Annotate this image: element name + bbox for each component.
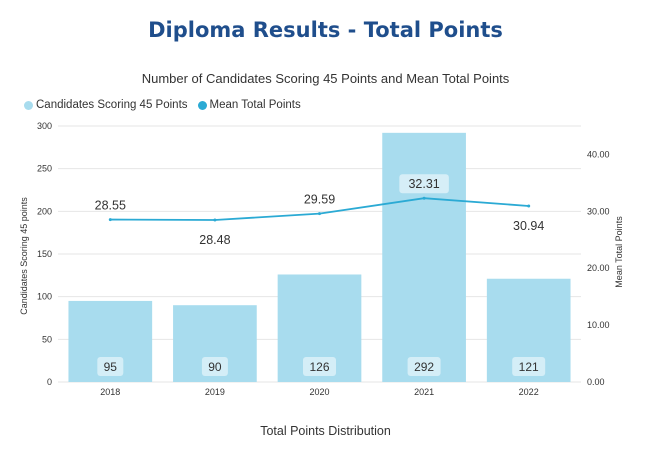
legend-label-mean: Mean Total Points xyxy=(209,99,301,111)
bar-label: 121 xyxy=(519,360,539,374)
y-tick-label: 150 xyxy=(37,249,52,259)
x-tick-label: 2022 xyxy=(519,387,539,397)
x-axis-title: Total Points Distribution xyxy=(260,424,391,438)
y2-tick-label: 0.00 xyxy=(587,377,605,387)
bar-2021 xyxy=(382,132,466,382)
y2-tick-label: 10.00 xyxy=(587,320,610,330)
bar-label: 292 xyxy=(414,360,434,374)
line-point-2020 xyxy=(318,212,321,216)
legend-swatch-candidates xyxy=(24,100,33,110)
y2-tick-label: 40.00 xyxy=(587,149,610,159)
x-tick-label: 2020 xyxy=(309,387,329,397)
y-tick-label: 250 xyxy=(37,164,52,174)
y-tick-label: 300 xyxy=(37,121,52,131)
legend-item-mean[interactable]: Mean Total Points xyxy=(197,99,301,111)
bar-label-box xyxy=(97,357,124,376)
y-tick-label: 0 xyxy=(47,377,52,387)
bar-label-box xyxy=(407,357,441,376)
chart-title: Number of Candidates Scoring 45 Points a… xyxy=(141,71,510,86)
bar-label: 95 xyxy=(104,360,118,374)
y2-axis-title: Mean Total Points xyxy=(614,216,624,288)
x-tick-label: 2018 xyxy=(100,387,120,397)
line-label: 28.48 xyxy=(199,233,230,247)
y-tick-label: 50 xyxy=(42,334,52,344)
x-tick-label: 2019 xyxy=(205,387,225,397)
line-point-2021 xyxy=(422,196,426,200)
line-point-2022 xyxy=(527,204,531,208)
legend-item-candidates[interactable]: Candidates Scoring 45 Points xyxy=(24,99,188,111)
line-point-2019 xyxy=(213,218,217,222)
bar-label-box xyxy=(303,357,336,376)
y-axis-title: Candidates Scoring 45 points xyxy=(19,197,29,315)
y-tick-label: 100 xyxy=(37,292,52,302)
line-label: 29.59 xyxy=(304,193,335,207)
legend-label-candidates: Candidates Scoring 45 Points xyxy=(36,99,188,111)
bar-label-box xyxy=(512,357,546,376)
bar-label: 126 xyxy=(309,360,329,374)
y2-tick-label: 20.00 xyxy=(587,263,610,273)
line-label-box xyxy=(399,174,449,194)
x-tick-label: 2021 xyxy=(414,387,434,397)
line-label: 32.31 xyxy=(408,177,439,191)
page-title: Diploma Results - Total Points xyxy=(148,18,503,42)
line-label: 28.55 xyxy=(95,199,126,213)
legend: Candidates Scoring 45 Points Mean Total … xyxy=(24,97,311,113)
legend-swatch-mean xyxy=(197,100,207,110)
y2-tick-label: 30.00 xyxy=(587,206,610,216)
line-label: 30.94 xyxy=(513,219,544,233)
bar-label: 90 xyxy=(208,360,222,374)
y-tick-label: 200 xyxy=(37,206,52,216)
bar-label-box xyxy=(201,357,228,376)
line-point-2018 xyxy=(108,218,112,222)
